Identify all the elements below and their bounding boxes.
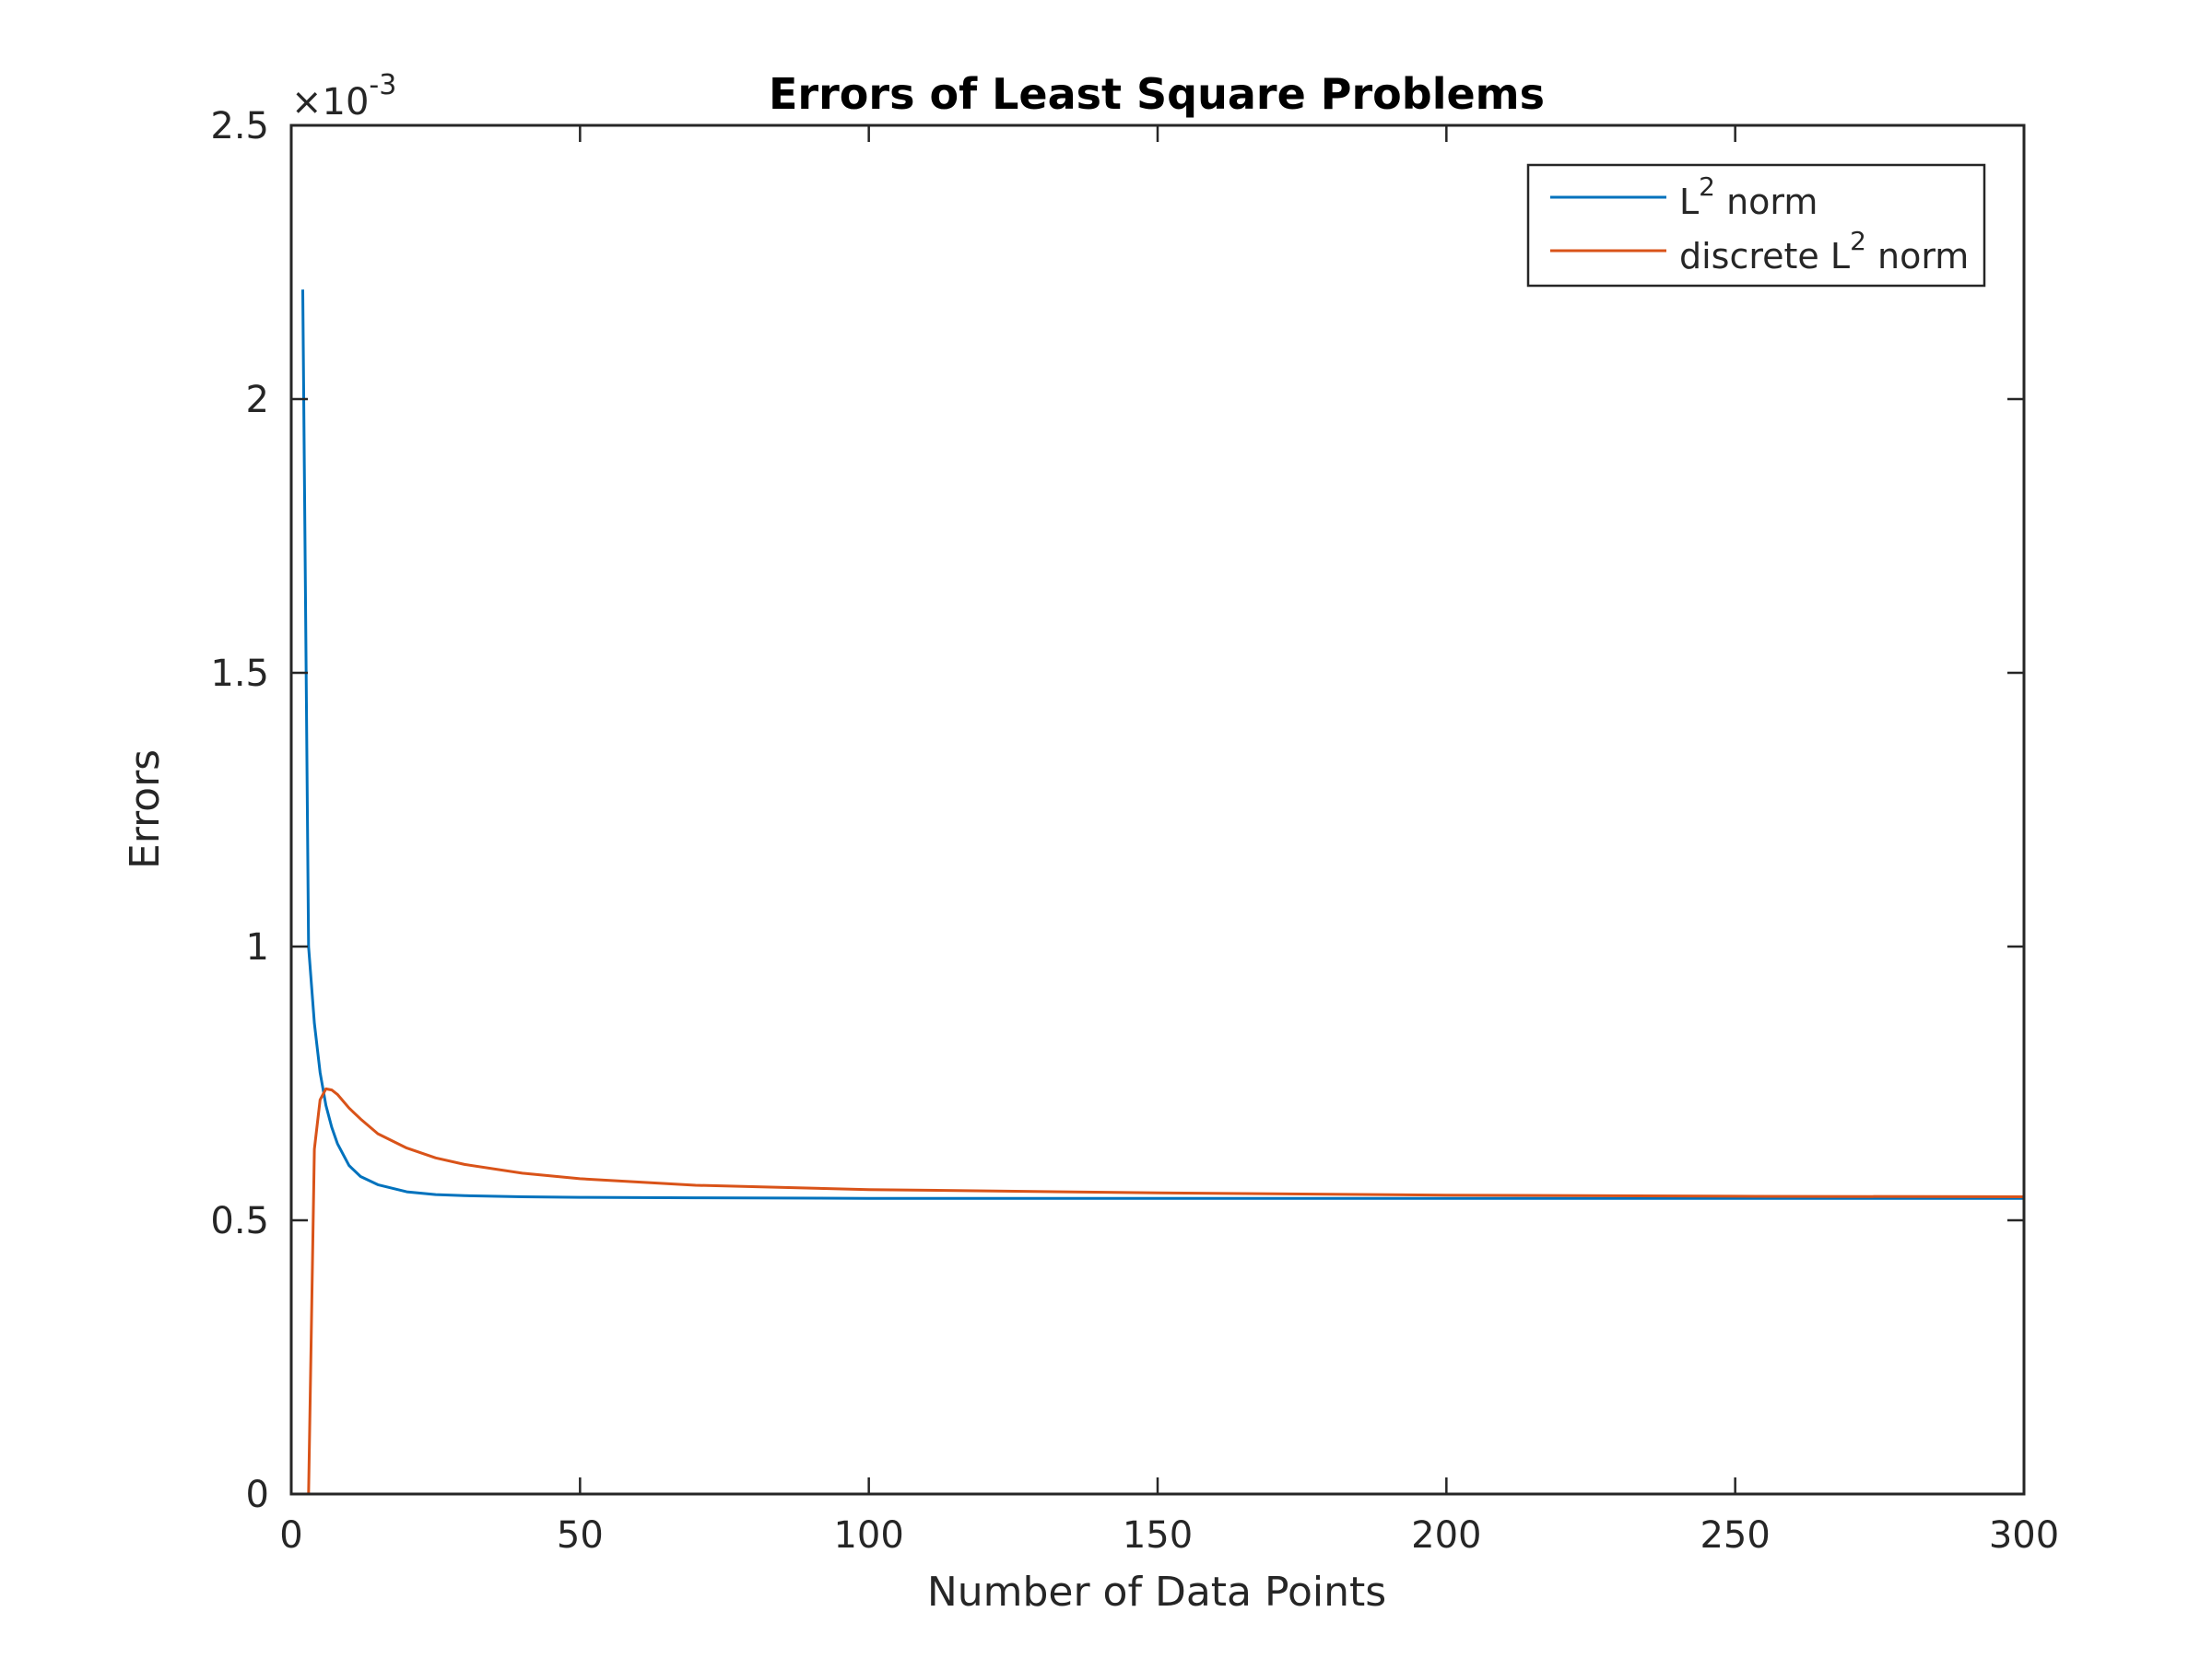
axes-box: [289, 124, 2026, 1496]
series-line-1: [307, 1087, 2024, 1494]
y-tick-label: 1: [246, 926, 269, 969]
y-exponent-label: ×10-3: [291, 69, 396, 124]
x-tick-label: 200: [1411, 1514, 1481, 1557]
y-tick-label: 1.5: [210, 653, 269, 695]
x-tick-label: 300: [1989, 1514, 2059, 1557]
x-tick-label: 250: [1700, 1514, 1770, 1557]
chart-title: Errors of Least Square Problems: [769, 69, 1545, 119]
axis-ticks: 0 50 100 150 200 250 300 0 0.5 1 1.5 2 2.5: [210, 105, 2059, 1557]
y-axis-label: Errors: [122, 749, 169, 869]
y-tick-label: 2.5: [210, 105, 269, 147]
x-tick-label: 0: [279, 1514, 302, 1557]
legend-box: [1526, 163, 1986, 288]
y-tick-label: 0.5: [210, 1200, 269, 1242]
legend: L2 norm discrete L2 norm: [1526, 163, 1986, 288]
legend-label-l2-norm: L2 norm: [1679, 171, 1818, 222]
series-line-0: [301, 289, 2024, 1200]
x-tick-label: 150: [1123, 1514, 1193, 1557]
x-tick-label: 50: [557, 1514, 604, 1557]
plot-area: [301, 289, 2024, 1494]
y-tick-label: 2: [246, 379, 269, 421]
y-tick-label: 0: [246, 1474, 269, 1516]
x-axis-label: Number of Data Points: [927, 1569, 1386, 1616]
x-tick-label: 100: [833, 1514, 903, 1557]
legend-label-discrete-l2-norm: discrete L2 norm: [1679, 226, 1969, 276]
y-exponent-base: ×10: [291, 81, 369, 124]
y-exponent-power: -3: [369, 69, 396, 101]
